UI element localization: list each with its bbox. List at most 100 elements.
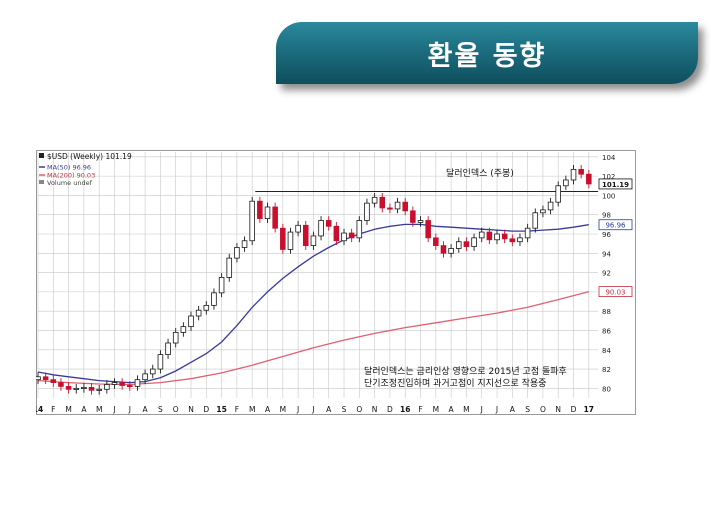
x-tick-label: M (65, 405, 71, 414)
y-tick-label: 80 (602, 385, 611, 393)
candle-body (348, 232, 355, 239)
chart-frame (36, 150, 636, 415)
candle-body (226, 257, 233, 278)
candle-body (455, 241, 462, 249)
x-tick-label: O (173, 405, 179, 414)
x-tick-label: S (158, 405, 163, 414)
price-tag-box (598, 219, 633, 231)
x-tick-label: J (311, 405, 314, 414)
x-tick-label: M (463, 405, 469, 414)
candle-body (249, 200, 255, 242)
x-tick-label: J (296, 405, 299, 414)
slide-title-banner: 환율 동향 (276, 22, 698, 84)
candle-body (478, 231, 485, 239)
y-tick-label: 92 (602, 270, 611, 278)
y-tick-label: 86 (602, 327, 611, 335)
candle-body (310, 235, 317, 246)
x-tick-label: J (495, 405, 498, 414)
legend-volume: Volume undef (47, 179, 93, 187)
x-tick-label: M (280, 405, 286, 414)
candle-body (280, 227, 286, 250)
candle-body (142, 373, 148, 381)
candle-body (149, 368, 156, 375)
candle-body (425, 220, 431, 239)
x-tick-label: N (555, 405, 561, 414)
candle-body (195, 309, 202, 317)
x-tick-label: A (81, 405, 87, 414)
legend-symbol: $USD (Weekly) 101.19 (47, 152, 132, 161)
candle-body (172, 331, 179, 344)
candle-body (471, 237, 477, 247)
candle-body (364, 202, 370, 221)
candle-body (295, 224, 301, 233)
candle-body (517, 237, 523, 243)
candle-body (241, 240, 248, 248)
candle-body (433, 237, 439, 246)
candle-body (42, 376, 49, 381)
x-tick-label: 17 (584, 405, 594, 414)
x-tick-label: O (356, 405, 362, 414)
candle-body (333, 225, 340, 242)
candle-body (234, 247, 240, 259)
candle-body (287, 231, 294, 250)
candle-body (540, 209, 546, 214)
candle-body (486, 231, 493, 241)
candle-body (417, 220, 424, 223)
x-tick-label: 16 (400, 405, 410, 414)
candle-body (81, 386, 87, 389)
x-tick-label: A (265, 405, 271, 414)
y-tick-label: 104 (602, 154, 616, 162)
candle-body (188, 315, 194, 328)
candle-body (88, 386, 95, 391)
candle-body (218, 277, 225, 294)
price-tag-label: 90.03 (605, 289, 625, 297)
x-tick-label: 14 (36, 405, 43, 414)
x-tick-label: J (480, 405, 483, 414)
candle-body (65, 386, 72, 390)
candle-body (127, 385, 133, 388)
legend-swatch-price (39, 153, 44, 158)
price-candles (35, 165, 592, 395)
chart-grid (37, 152, 598, 398)
candle-body (104, 384, 110, 390)
y-tick-label: 84 (602, 347, 611, 355)
candle-body (257, 200, 263, 219)
candle-body (387, 207, 393, 210)
x-axis-ticks: 14FMAMJJASOND15FMAMJJASOND16FMAMJJASOND1… (33, 405, 594, 414)
candle-body (165, 342, 171, 355)
x-tick-label: D (571, 405, 577, 414)
candle-body (532, 212, 539, 229)
candle-body (341, 232, 347, 242)
candle-body (264, 206, 271, 219)
candle-body (578, 168, 584, 175)
candle-body (272, 206, 278, 229)
x-tick-label: D (387, 405, 393, 414)
candle-body (586, 173, 592, 185)
x-tick-label: S (342, 405, 347, 414)
x-tick-label: A (326, 405, 332, 414)
x-tick-label: M (96, 405, 102, 414)
legend-swatch-volume (39, 180, 44, 184)
chart-legend: $USD (Weekly) 101.19 MA(50) 96.96 MA(200… (39, 152, 132, 187)
y-tick-label: 100 (602, 192, 615, 200)
x-tick-label: F (51, 405, 55, 414)
x-tick-label: A (449, 405, 455, 414)
candle-body (58, 382, 64, 387)
x-tick-label: N (188, 405, 194, 414)
x-tick-label: 15 (216, 405, 226, 414)
x-tick-label: M (433, 405, 439, 414)
candle-body (325, 220, 332, 227)
x-tick-label: F (235, 405, 239, 414)
y-tick-label: 94 (602, 250, 611, 258)
price-tag-label: 101.19 (602, 181, 629, 189)
candle-body (35, 376, 41, 381)
resistance-annotation: 달러인덱스 (주봉) (446, 167, 514, 179)
x-tick-label: F (418, 405, 422, 414)
candle-body (111, 382, 118, 385)
candle-body (73, 387, 80, 390)
candle-body (157, 354, 164, 370)
x-tick-label: O (540, 405, 546, 414)
candle-body (563, 179, 569, 187)
candle-body (211, 292, 217, 306)
candle-body (463, 241, 470, 247)
